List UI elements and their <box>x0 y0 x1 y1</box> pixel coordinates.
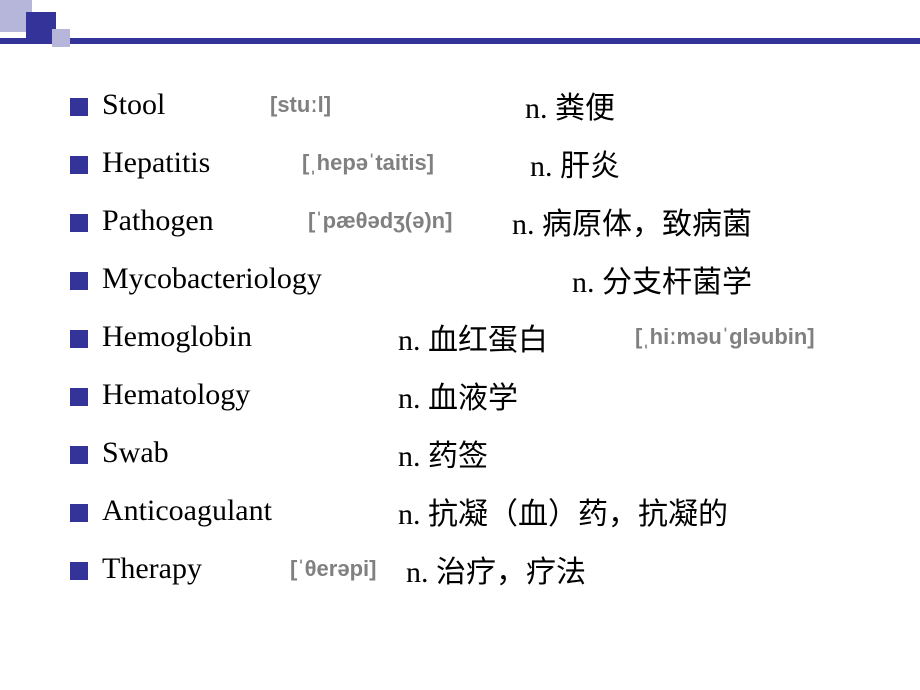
term-text: Stool <box>102 88 165 122</box>
vocab-list: Stool [stuːl] n. 粪便 Hepatitis [ˌhepəˈtai… <box>70 76 870 598</box>
term-text: Therapy <box>102 552 202 586</box>
definition-text: n. 血红蛋白 <box>398 315 548 359</box>
term-text: Hemoglobin <box>102 320 252 354</box>
definition-text: n. 抗凝（血）药，抗凝的 <box>398 489 728 533</box>
definition-text: n. 药签 <box>398 431 488 475</box>
list-item: Hemoglobin [ˌhiːməuˈgləubin] n. 血红蛋白 <box>70 308 870 366</box>
phonetic-text: [ˈpæθədʒ(ə)n] <box>308 208 452 234</box>
definition-text: n. 粪便 <box>525 83 615 127</box>
list-item: Stool [stuːl] n. 粪便 <box>70 76 870 134</box>
bullet-icon <box>70 98 88 116</box>
bullet-icon <box>70 156 88 174</box>
list-item: Therapy [ˈθerəpi] n. 治疗，疗法 <box>70 540 870 598</box>
definition-text: n. 分支杆菌学 <box>572 257 752 301</box>
definition-text: n. 血液学 <box>398 373 518 417</box>
term-text: Hematology <box>102 378 250 412</box>
term-text: Anticoagulant <box>102 494 272 528</box>
slide: Stool [stuːl] n. 粪便 Hepatitis [ˌhepəˈtai… <box>0 0 920 690</box>
phonetic-text: [stuːl] <box>270 92 331 118</box>
list-item: Pathogen [ˈpæθədʒ(ə)n] n. 病原体，致病菌 <box>70 192 870 250</box>
definition-text: n. 病原体，致病菌 <box>512 199 752 243</box>
deco-line-2 <box>0 41 920 44</box>
phonetic-text: [ˌhiːməuˈgləubin] <box>635 324 815 350</box>
list-item: Hepatitis [ˌhepəˈtaitis] n. 肝炎 <box>70 134 870 192</box>
bullet-icon <box>70 562 88 580</box>
term-text: Mycobacteriology <box>102 262 322 296</box>
definition-text: n. 治疗，疗法 <box>406 547 586 591</box>
term-text: Swab <box>102 436 169 470</box>
bullet-icon <box>70 272 88 290</box>
phonetic-text: [ˈθerəpi] <box>290 556 376 582</box>
list-item: Swab n. 药签 <box>70 424 870 482</box>
term-text: Pathogen <box>102 204 214 238</box>
bullet-icon <box>70 330 88 348</box>
bullet-icon <box>70 388 88 406</box>
deco-square-3 <box>52 29 70 47</box>
term-text: Hepatitis <box>102 146 210 180</box>
bullet-icon <box>70 446 88 464</box>
phonetic-text: [ˌhepəˈtaitis] <box>302 150 434 176</box>
list-item: Mycobacteriology n. 分支杆菌学 <box>70 250 870 308</box>
definition-text: n. 肝炎 <box>530 141 620 185</box>
bullet-icon <box>70 504 88 522</box>
bullet-icon <box>70 214 88 232</box>
header-decoration <box>0 0 920 44</box>
list-item: Anticoagulant n. 抗凝（血）药，抗凝的 <box>70 482 870 540</box>
list-item: Hematology n. 血液学 <box>70 366 870 424</box>
